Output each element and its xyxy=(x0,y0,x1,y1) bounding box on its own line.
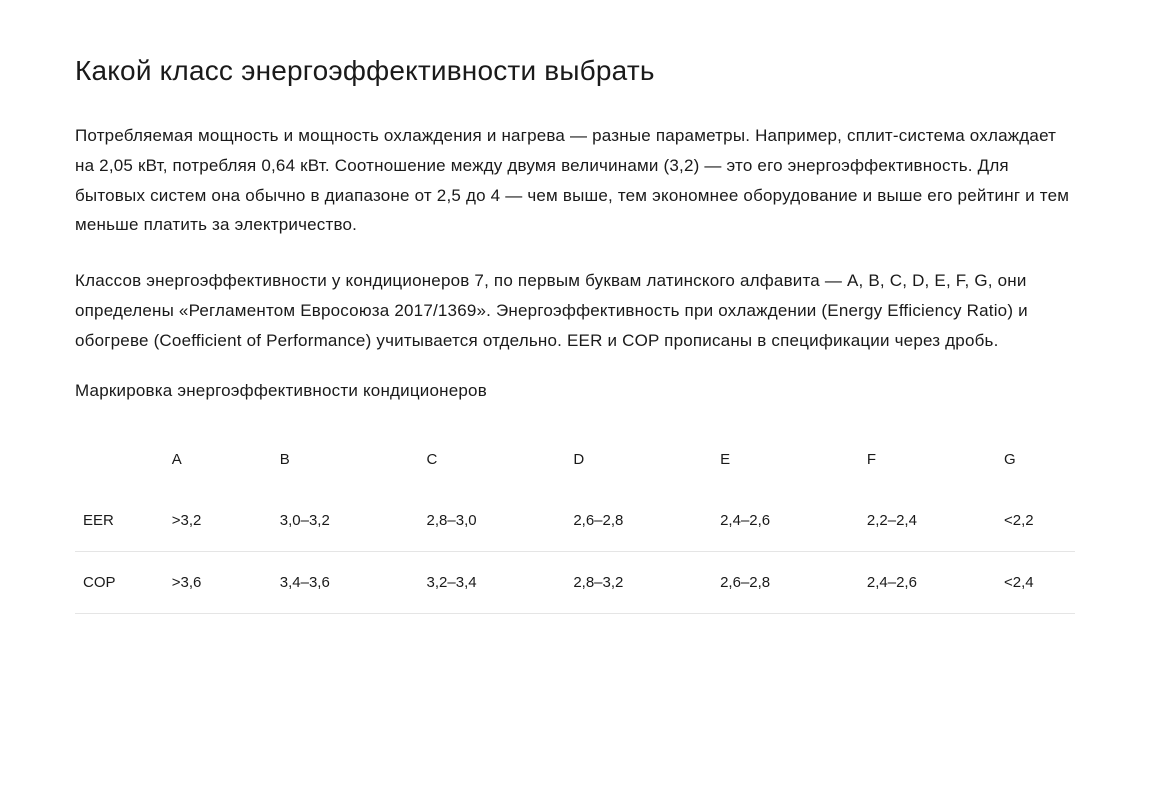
table-header-cell: D xyxy=(565,451,712,490)
table-cell: 2,6–2,8 xyxy=(565,490,712,552)
table-row: COP >3,6 3,4–3,6 3,2–3,4 2,8–3,2 2,6–2,8… xyxy=(75,552,1075,614)
table-header-cell: A xyxy=(164,451,272,490)
table-cell: 2,8–3,0 xyxy=(419,490,566,552)
table-header-cell: F xyxy=(859,451,996,490)
table-cell: 2,4–2,6 xyxy=(859,552,996,614)
table-cell: 3,2–3,4 xyxy=(419,552,566,614)
table-header-cell: E xyxy=(712,451,859,490)
table-header-cell: G xyxy=(996,451,1075,490)
heading-sub: Маркировка энергоэффективности кондицион… xyxy=(75,381,1075,401)
table-cell: 3,4–3,6 xyxy=(272,552,419,614)
table-row: EER >3,2 3,0–3,2 2,8–3,0 2,6–2,8 2,4–2,6… xyxy=(75,490,1075,552)
table-header-cell: B xyxy=(272,451,419,490)
table-cell-rowlabel: COP xyxy=(75,552,164,614)
efficiency-table: A B C D E F G EER >3,2 3,0–3,2 2,8–3,0 2… xyxy=(75,451,1075,614)
table-cell: 2,6–2,8 xyxy=(712,552,859,614)
table-cell: <2,2 xyxy=(996,490,1075,552)
table-cell: 2,8–3,2 xyxy=(565,552,712,614)
efficiency-table-container: A B C D E F G EER >3,2 3,0–3,2 2,8–3,0 2… xyxy=(75,451,1075,614)
table-cell: 2,4–2,6 xyxy=(712,490,859,552)
table-cell: 3,0–3,2 xyxy=(272,490,419,552)
table-header-row: A B C D E F G xyxy=(75,451,1075,490)
table-cell: <2,4 xyxy=(996,552,1075,614)
table-cell: >3,6 xyxy=(164,552,272,614)
table-cell: 2,2–2,4 xyxy=(859,490,996,552)
paragraph-1: Потребляемая мощность и мощность охлажде… xyxy=(75,121,1075,240)
heading-main: Какой класс энергоэффективности выбрать xyxy=(75,55,1075,87)
table-header-cell xyxy=(75,451,164,490)
table-header-cell: C xyxy=(419,451,566,490)
paragraph-2: Классов энергоэффективности у кондиционе… xyxy=(75,266,1075,355)
table-cell-rowlabel: EER xyxy=(75,490,164,552)
table-cell: >3,2 xyxy=(164,490,272,552)
